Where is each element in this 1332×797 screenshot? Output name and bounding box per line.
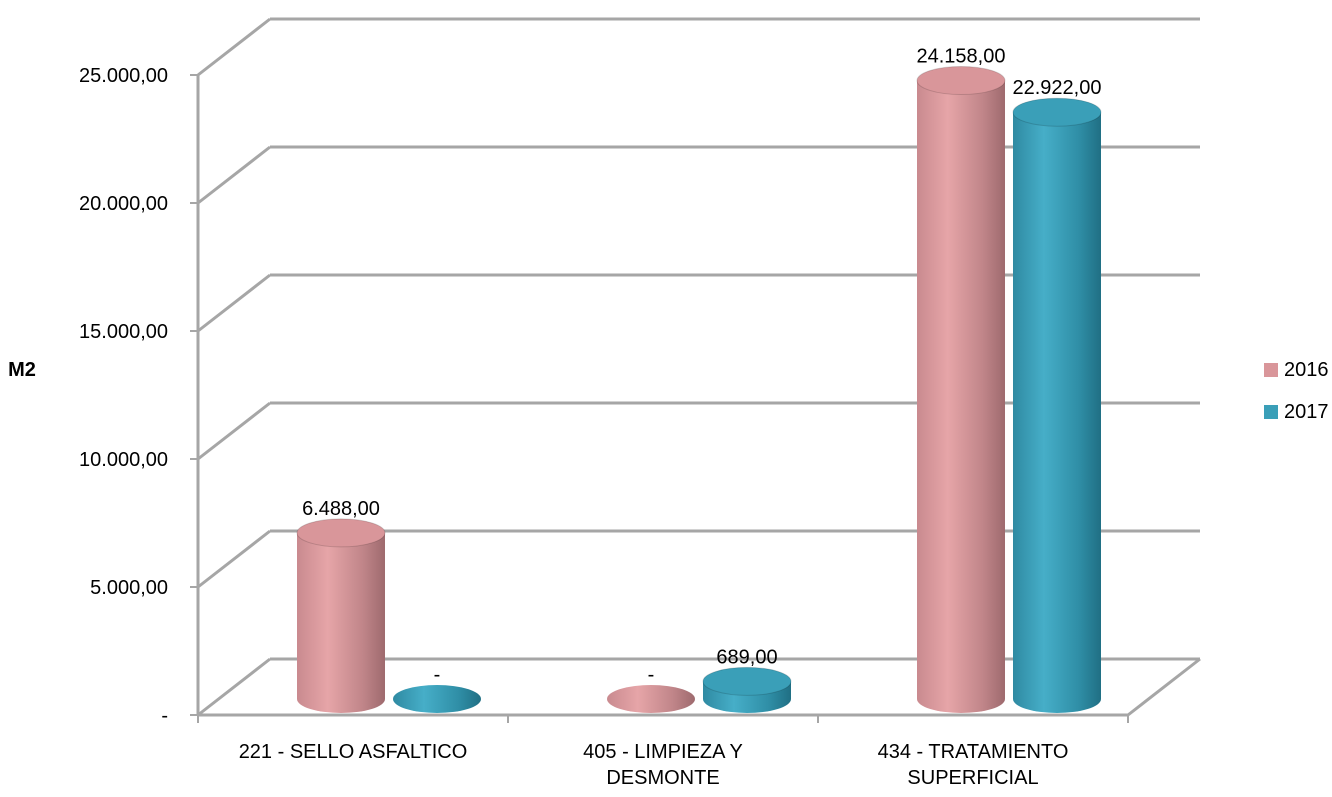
labels: 6.488,00 - 24.158,00 - 689,00 22.922,00: [302, 46, 1101, 686]
data-label: 22.922,00: [1013, 77, 1102, 99]
gridline-side: [197, 145, 271, 205]
data-label: 689,00: [716, 646, 777, 668]
gridline-side: [197, 401, 271, 461]
bar-2017-0: [393, 685, 481, 713]
y-tick-label: 25.000,00: [79, 65, 168, 87]
gridline-side: [197, 273, 271, 333]
data-label: -: [434, 664, 441, 686]
bar-top-2016-2: [916, 66, 1006, 96]
bar-top-2016-0: [296, 518, 386, 548]
legend-label: 2017: [1284, 401, 1329, 423]
x-tick-label: 221 - SELLO ASFALTICO: [239, 741, 468, 763]
bar-2016-2: [917, 80, 1005, 714]
x-tick-label: 434 - TRATAMIENTO SUPERFICIAL: [878, 741, 1069, 789]
data-label: 6.488,00: [302, 498, 380, 520]
bar-2016-0: [297, 532, 385, 713]
gridline-side: [197, 17, 271, 77]
gridline-side: [197, 657, 271, 717]
data-label: 24.158,00: [917, 46, 1006, 68]
bar-top-2017-2: [1012, 97, 1102, 127]
y-tick-label: 15.000,00: [79, 321, 168, 343]
y-tick-label: -: [161, 705, 168, 727]
y-axis-title: M2: [8, 359, 36, 381]
axes: - 5.000,00 10.000,00 15.000,00 20.000,00 25.0…: [8, 65, 1201, 789]
bar-2017-2: [1013, 112, 1101, 714]
x-tick-label: 405 - LIMPIEZA Y DESMONTE: [583, 741, 743, 789]
legend-swatch: [1264, 363, 1278, 377]
legend-label: 2016: [1284, 359, 1329, 381]
bar-2016-1: [607, 685, 695, 713]
legend: 2016 2017: [1264, 359, 1329, 423]
y-tick-label: 5.000,00: [90, 577, 168, 599]
y-tick-label: 20.000,00: [79, 193, 168, 215]
floor-right-edge: [1127, 657, 1201, 717]
y-tick-label: 10.000,00: [79, 449, 168, 471]
data-label: -: [648, 664, 655, 686]
legend-swatch: [1264, 405, 1278, 419]
bar-top-2017-1: [702, 666, 792, 696]
bars: [296, 66, 1102, 714]
gridline-side: [197, 529, 271, 589]
